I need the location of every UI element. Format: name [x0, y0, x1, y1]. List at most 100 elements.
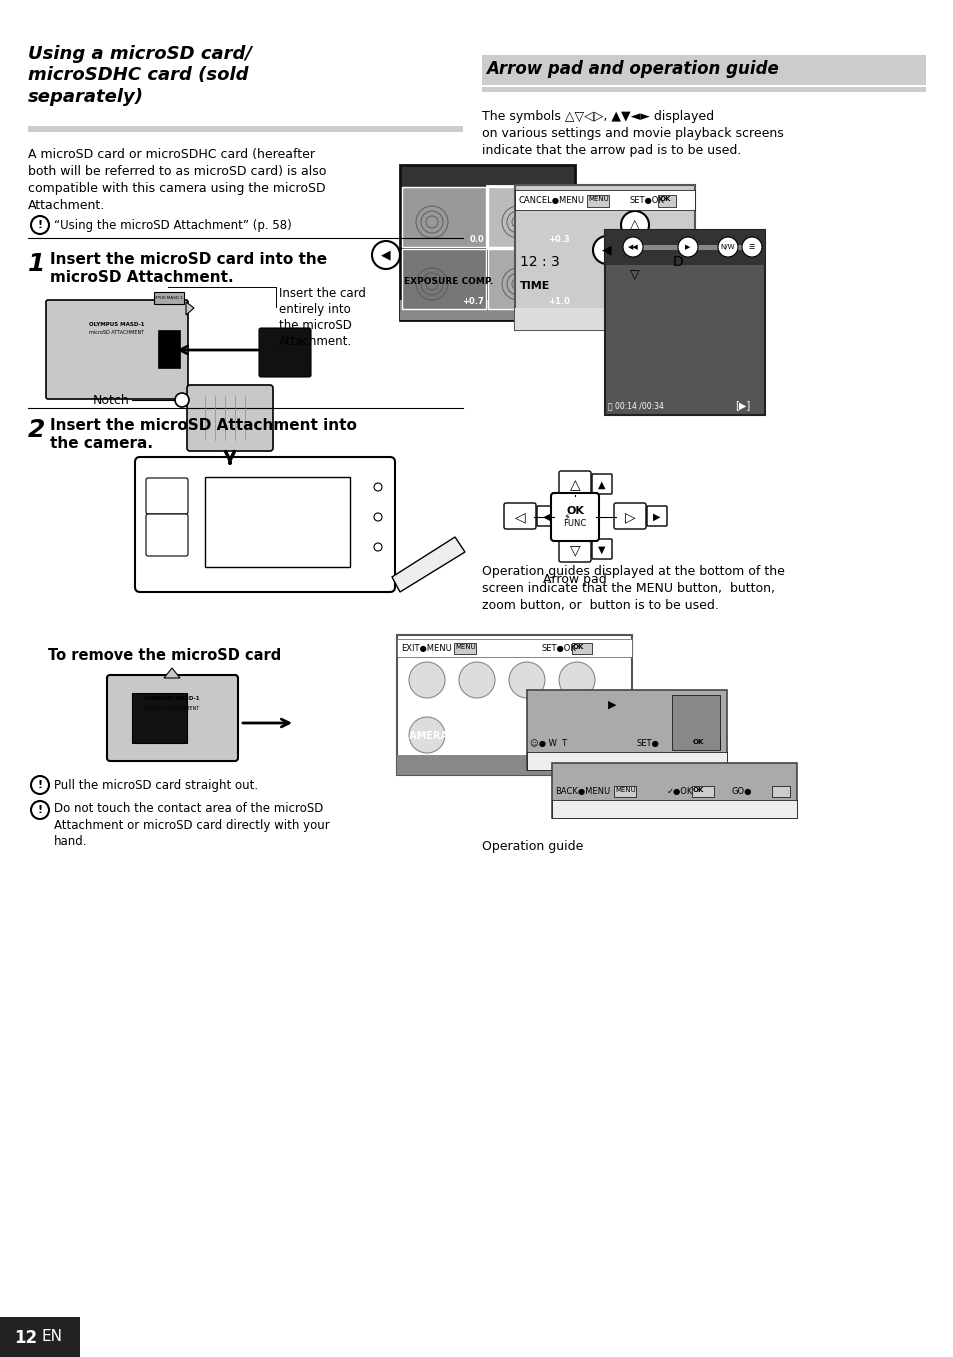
Text: ◀◀: ◀◀ — [627, 244, 638, 250]
Bar — [604, 229, 764, 265]
Text: BACK●MENU: BACK●MENU — [555, 787, 610, 797]
Text: ⚡: ⚡ — [563, 512, 570, 522]
Circle shape — [615, 229, 655, 270]
Text: Do not touch the contact area of the microSD
Attachment or microSD card directly: Do not touch the contact area of the mic… — [54, 802, 330, 848]
Text: Operation guide: Operation guide — [481, 840, 583, 854]
Bar — [552, 801, 796, 818]
Circle shape — [409, 662, 444, 697]
Text: 12: 12 — [14, 1329, 37, 1348]
Bar — [624, 246, 744, 250]
FancyBboxPatch shape — [107, 674, 237, 761]
Circle shape — [509, 662, 544, 697]
Text: 1: 1 — [28, 252, 46, 275]
Text: GO●: GO● — [731, 787, 752, 797]
Bar — [486, 186, 573, 248]
Bar — [28, 126, 462, 132]
Circle shape — [620, 210, 648, 239]
Text: △: △ — [569, 478, 579, 493]
Bar — [515, 210, 695, 330]
Text: Insert the card
entirely into
the microSD
Attachment.: Insert the card entirely into the microS… — [278, 286, 366, 347]
Text: 📷 00:14 /00:34: 📷 00:14 /00:34 — [607, 402, 663, 410]
Text: SET●OK: SET●OK — [629, 195, 664, 205]
Text: 12 : 3: 12 : 3 — [519, 255, 559, 269]
Bar — [586, 195, 608, 208]
Text: ☰: ☰ — [748, 244, 755, 250]
FancyBboxPatch shape — [592, 474, 612, 494]
Text: microSD ATTACHMENT: microSD ATTACHMENT — [144, 706, 199, 711]
Bar — [153, 292, 184, 304]
Text: OLYMPUS MASD-1: OLYMPUS MASD-1 — [90, 322, 145, 327]
Circle shape — [30, 216, 49, 233]
Bar — [158, 330, 180, 368]
Bar — [488, 187, 572, 247]
Bar — [515, 190, 695, 210]
Text: EXPOSURE COMP.: EXPOSURE COMP. — [403, 277, 493, 286]
Circle shape — [741, 237, 761, 256]
Text: EXIT●MENU: EXIT●MENU — [400, 645, 452, 653]
Text: Operation guides displayed at the bottom of the
screen indicate that the MENU bu: Operation guides displayed at the bottom… — [481, 565, 784, 612]
Text: SET●OK: SET●OK — [541, 645, 577, 653]
Text: △: △ — [630, 218, 639, 232]
Polygon shape — [164, 668, 180, 678]
Text: ◁: ◁ — [515, 510, 525, 524]
Text: TIME: TIME — [519, 281, 550, 290]
Bar — [526, 752, 726, 769]
Bar — [399, 300, 575, 320]
Text: Pull the microSD card straight out.: Pull the microSD card straight out. — [54, 779, 258, 791]
FancyBboxPatch shape — [646, 506, 666, 527]
Bar — [572, 643, 592, 654]
Text: Using a microSD card/
microSDHC card (sold
separately): Using a microSD card/ microSDHC card (so… — [28, 45, 252, 106]
FancyBboxPatch shape — [146, 514, 188, 556]
Text: ◀: ◀ — [542, 512, 550, 522]
Text: OK: OK — [659, 195, 671, 202]
Bar — [205, 478, 350, 567]
Bar — [515, 185, 695, 330]
Bar — [0, 1318, 80, 1357]
Text: ▷: ▷ — [624, 510, 635, 524]
Text: A microSD card or microSDHC card (hereafter
both will be referred to as microSD : A microSD card or microSDHC card (hereaf… — [28, 148, 326, 212]
Text: ▽: ▽ — [630, 269, 639, 281]
FancyBboxPatch shape — [146, 478, 188, 514]
Text: ▶: ▶ — [653, 512, 660, 522]
Text: Arrow pad and operation guide: Arrow pad and operation guide — [485, 60, 778, 77]
Bar — [401, 248, 485, 309]
Text: Notch: Notch — [93, 394, 130, 407]
Bar — [658, 195, 676, 208]
Circle shape — [174, 394, 189, 407]
Text: EN: EN — [42, 1329, 63, 1343]
Text: !: ! — [37, 220, 43, 229]
Text: ▶: ▶ — [684, 244, 690, 250]
Text: CAMERA MENU: CAMERA MENU — [401, 731, 483, 741]
Text: ◀: ◀ — [601, 243, 611, 256]
Bar — [488, 248, 572, 309]
Bar — [396, 639, 631, 657]
FancyBboxPatch shape — [551, 493, 598, 541]
Bar — [481, 87, 925, 92]
Text: SET●: SET● — [637, 740, 659, 748]
Text: To remove the microSD card: To remove the microSD card — [48, 649, 281, 664]
Text: Insert the microSD card into the
microSD Attachment.: Insert the microSD card into the microSD… — [50, 252, 327, 285]
Text: +0.3: +0.3 — [548, 235, 569, 244]
Text: OK: OK — [573, 645, 584, 650]
Text: MPUS MASD-1: MPUS MASD-1 — [154, 296, 183, 300]
Text: OK: OK — [565, 506, 583, 516]
Text: +0.7: +0.7 — [462, 297, 483, 305]
FancyBboxPatch shape — [135, 457, 395, 592]
Text: FUNC: FUNC — [563, 518, 586, 528]
Bar — [399, 166, 575, 320]
Text: !: ! — [37, 805, 43, 816]
Circle shape — [374, 543, 381, 551]
Circle shape — [30, 776, 49, 794]
Circle shape — [409, 716, 444, 753]
Text: +1.0: +1.0 — [548, 297, 569, 305]
Text: 0.0: 0.0 — [469, 235, 483, 244]
FancyBboxPatch shape — [46, 300, 188, 399]
FancyBboxPatch shape — [614, 503, 645, 529]
Circle shape — [718, 237, 738, 256]
Text: OK: OK — [692, 787, 703, 792]
Text: ▲: ▲ — [598, 480, 605, 490]
Text: OK: OK — [692, 740, 703, 745]
Text: ☺● W  T: ☺● W T — [530, 740, 566, 748]
Bar — [604, 229, 764, 415]
FancyBboxPatch shape — [558, 471, 590, 497]
